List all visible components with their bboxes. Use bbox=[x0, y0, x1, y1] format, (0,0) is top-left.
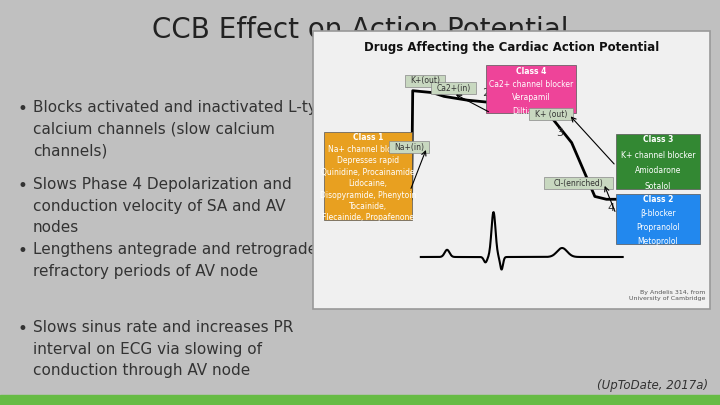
Text: 0: 0 bbox=[402, 140, 410, 149]
Bar bbox=[616, 194, 700, 244]
Text: Amiodarone: Amiodarone bbox=[635, 166, 681, 175]
Text: 4: 4 bbox=[399, 203, 406, 213]
Bar bbox=[486, 65, 576, 113]
Bar bbox=[0, 395, 720, 405]
Bar bbox=[389, 141, 428, 153]
Text: Diltiazem: Diltiazem bbox=[513, 107, 549, 115]
Text: Sotalol: Sotalol bbox=[645, 182, 671, 191]
Text: Na+ channel blocker: Na+ channel blocker bbox=[328, 145, 408, 154]
Text: β-blocker: β-blocker bbox=[640, 209, 676, 219]
Text: Lengthens antegrade and retrograde
refractory periods of AV node: Lengthens antegrade and retrograde refra… bbox=[33, 242, 317, 279]
Text: Slows sinus rate and increases PR
interval on ECG via slowing of
conduction thro: Slows sinus rate and increases PR interv… bbox=[33, 320, 293, 378]
Text: Drugs Affecting the Cardiac Action Potential: Drugs Affecting the Cardiac Action Poten… bbox=[364, 41, 659, 54]
Text: Blocks activated and inactivated L-type
calcium channels (slow calcium
channels): Blocks activated and inactivated L-type … bbox=[33, 100, 336, 158]
Text: •: • bbox=[18, 100, 28, 118]
Bar bbox=[544, 177, 613, 189]
Text: 4: 4 bbox=[608, 203, 615, 213]
Bar bbox=[616, 134, 700, 188]
Text: Propranolol: Propranolol bbox=[636, 224, 680, 232]
Text: (UpToDate, 2017a): (UpToDate, 2017a) bbox=[597, 379, 708, 392]
Text: •: • bbox=[18, 177, 28, 195]
Text: Ca2+ channel blocker: Ca2+ channel blocker bbox=[489, 80, 573, 89]
Bar bbox=[528, 108, 573, 120]
Text: Disopyramide, Phenytoin: Disopyramide, Phenytoin bbox=[320, 191, 416, 200]
Text: Na+(in): Na+(in) bbox=[394, 143, 424, 152]
Text: CCB Effect on Action Potential: CCB Effect on Action Potential bbox=[152, 16, 568, 44]
Text: Quinidine, Procainamide: Quinidine, Procainamide bbox=[321, 168, 415, 177]
Text: Lidocaine,: Lidocaine, bbox=[348, 179, 387, 188]
Text: K+ (out): K+ (out) bbox=[534, 110, 567, 119]
Text: •: • bbox=[18, 320, 28, 338]
Text: Cl-(enriched): Cl-(enriched) bbox=[554, 179, 603, 188]
Text: Metoprolol: Metoprolol bbox=[638, 237, 678, 247]
Bar bbox=[324, 132, 412, 220]
Text: Tocainide,: Tocainide, bbox=[349, 202, 387, 211]
Text: Slows Phase 4 Depolarization and
conduction velocity of SA and AV
nodes: Slows Phase 4 Depolarization and conduct… bbox=[33, 177, 292, 235]
Text: Verapamil: Verapamil bbox=[512, 93, 550, 102]
Text: Flecainide, Propafenone: Flecainide, Propafenone bbox=[322, 213, 414, 222]
Text: K+ channel blocker: K+ channel blocker bbox=[621, 151, 696, 160]
Text: Class 4: Class 4 bbox=[516, 66, 546, 75]
Text: 2: 2 bbox=[482, 88, 490, 98]
Text: By Andelis 314, from
University of Cambridge: By Andelis 314, from University of Cambr… bbox=[629, 290, 705, 301]
Text: 3: 3 bbox=[557, 128, 564, 138]
Text: •: • bbox=[18, 242, 28, 260]
Text: Ca2+(in): Ca2+(in) bbox=[436, 84, 470, 93]
Bar bbox=[313, 31, 710, 309]
Text: Class 2: Class 2 bbox=[643, 196, 673, 205]
Text: K+(out): K+(out) bbox=[410, 76, 440, 85]
Bar bbox=[405, 75, 445, 87]
Text: Depresses rapid: Depresses rapid bbox=[337, 156, 399, 165]
Bar bbox=[431, 82, 475, 94]
Text: Class 3: Class 3 bbox=[643, 135, 673, 144]
Text: Class 1: Class 1 bbox=[353, 134, 383, 143]
Text: 1: 1 bbox=[433, 81, 441, 91]
